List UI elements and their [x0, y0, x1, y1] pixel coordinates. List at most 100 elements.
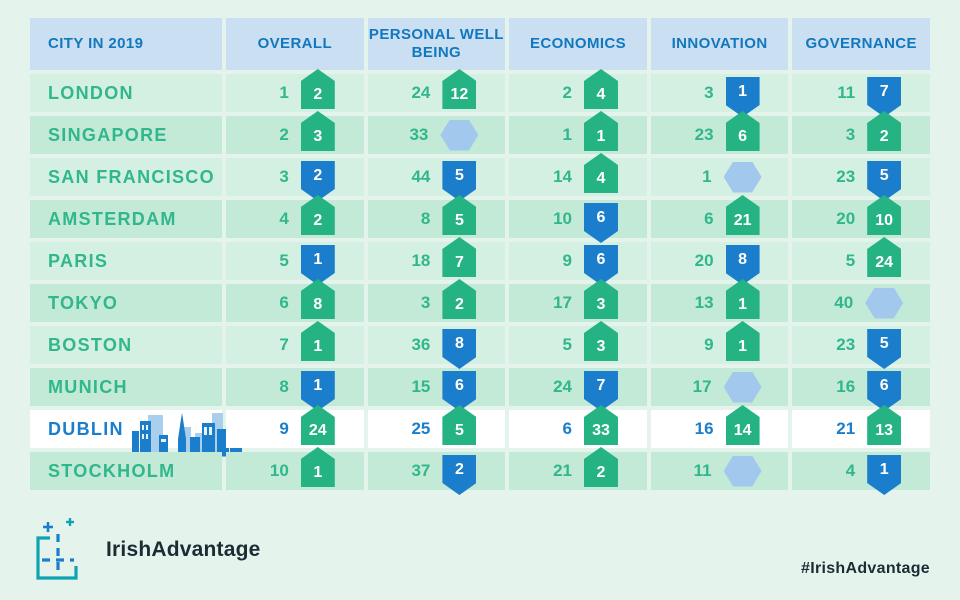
rank-value: 23 — [694, 125, 714, 144]
change-value: 10 — [875, 211, 894, 229]
metric-cell-overall: 8 1 — [226, 368, 364, 411]
change-value: 6 — [596, 208, 606, 226]
city-name: SAN FRANCISCO — [48, 166, 215, 187]
metric-cell-governance: 20 10 — [792, 195, 930, 238]
city-cell: MUNICH — [30, 368, 222, 406]
change-value: 2 — [879, 127, 889, 145]
column-header-personal-well-being: PERSONAL WELL BEING — [367, 18, 506, 70]
change-value: 5 — [879, 334, 889, 352]
city-cell: SINGAPORE — [30, 116, 222, 154]
change-value: 6 — [738, 127, 748, 145]
rank-value: 6 — [562, 419, 572, 438]
rank-value: 3 — [420, 293, 431, 312]
rank-value: 21 — [836, 419, 856, 438]
metric-cell-overall: 7 1 — [226, 321, 364, 364]
rank-value: 2 — [562, 83, 572, 102]
rank-value: 1 — [562, 125, 572, 144]
metric-cell-personal-well-being: 44 5 — [367, 158, 506, 201]
change-badge: 1 — [725, 279, 760, 319]
change-badge: 8 — [300, 279, 335, 319]
change-badge: 8 — [442, 329, 477, 369]
metric-cell-innovation: 17 — [650, 368, 789, 406]
change-badge: 2 — [442, 455, 477, 495]
rank-value: 11 — [837, 83, 856, 102]
metric-cell-economics: 5 3 — [509, 321, 647, 364]
change-value: 33 — [592, 421, 610, 439]
rank-value: 36 — [411, 335, 431, 354]
metric-cell-innovation: 6 21 — [650, 195, 789, 238]
table-row: SINGAPORE 2 3 33 1 1 23 6 3 2 — [30, 111, 930, 154]
change-value: 8 — [313, 295, 323, 313]
city-name: LONDON — [48, 82, 134, 103]
rank-value: 21 — [553, 461, 572, 480]
city-name: DUBLIN — [48, 418, 124, 439]
city-cell: STOCKHOLM — [30, 452, 222, 490]
change-value: 2 — [313, 166, 323, 184]
metric-cell-economics: 10 6 — [509, 200, 647, 243]
rank-value: 18 — [411, 251, 431, 270]
rank-value: 13 — [694, 293, 714, 312]
metric-cell-economics: 21 2 — [509, 447, 647, 490]
change-badge: 3 — [583, 321, 618, 361]
change-value: 3 — [596, 337, 606, 355]
change-value: 8 — [738, 250, 748, 268]
change-badge: 1 — [300, 447, 335, 487]
metric-cell-overall: 9 24 — [226, 405, 364, 448]
rank-value: 14 — [553, 167, 572, 186]
metric-cell-economics: 2 4 — [509, 69, 647, 112]
city-rankings-table: CITY IN 2019 OVERALL PERSONAL WELL BEING… — [30, 18, 930, 495]
metric-cell-personal-well-being: 25 5 — [367, 405, 506, 448]
change-badge: 14 — [725, 405, 760, 445]
change-badge: 21 — [725, 195, 760, 235]
rank-value: 16 — [836, 377, 856, 396]
city-cell: LONDON — [30, 74, 222, 112]
change-value: 1 — [738, 82, 748, 100]
change-value: 6 — [879, 376, 889, 394]
table-row: MUNICH 8 1 15 6 24 7 17 16 6 — [30, 368, 930, 411]
change-badge: 6 — [583, 203, 618, 243]
change-badge: 6 — [725, 111, 760, 151]
change-value: 1 — [596, 127, 606, 145]
city-name: BOSTON — [48, 334, 133, 355]
metric-cell-overall: 10 1 — [226, 447, 364, 490]
rank-value: 16 — [694, 419, 714, 438]
metric-cell-governance: 40 — [792, 284, 930, 322]
table-header-row: CITY IN 2019 OVERALL PERSONAL WELL BEING… — [30, 18, 930, 70]
metric-cell-economics: 6 33 — [509, 405, 647, 448]
metric-cell-personal-well-being: 24 12 — [367, 69, 506, 112]
change-value: 24 — [308, 421, 327, 439]
rank-value: 1 — [279, 83, 289, 102]
irish-advantage-logo-mark-icon — [36, 518, 78, 580]
change-badge: 5 — [867, 329, 902, 369]
change-badge: 3 — [300, 111, 335, 151]
change-badge: 2 — [867, 111, 902, 151]
city-name: STOCKHOLM — [48, 460, 176, 481]
city-name: TOKYO — [48, 292, 119, 313]
city-name: MUNICH — [48, 376, 128, 397]
metric-cell-personal-well-being: 33 — [367, 116, 506, 154]
change-value: 1 — [313, 376, 323, 394]
change-badge — [865, 287, 904, 319]
metric-cell-economics: 14 4 — [509, 153, 647, 196]
change-value: 4 — [596, 169, 606, 187]
change-badge: 13 — [867, 405, 902, 445]
change-value: 4 — [596, 85, 606, 103]
rank-value: 5 — [562, 335, 572, 354]
change-badge: 4 — [583, 153, 618, 193]
change-value: 2 — [454, 460, 464, 478]
table-body: LONDON 1 2 24 12 2 4 3 1 11 7 SINGAPORE — [30, 69, 930, 495]
change-badge — [440, 119, 479, 151]
change-badge — [723, 371, 762, 403]
rank-value: 24 — [411, 83, 431, 102]
city-name: SINGAPORE — [48, 124, 168, 145]
column-header-innovation: INNOVATION — [650, 18, 789, 70]
change-value: 13 — [875, 421, 894, 439]
rank-value: 23 — [836, 335, 856, 354]
change-badge: 1 — [725, 321, 760, 361]
metric-cell-personal-well-being: 3 2 — [367, 279, 506, 322]
metric-cell-innovation: 1 — [650, 158, 789, 196]
metric-cell-overall: 3 2 — [226, 158, 364, 201]
change-value: 8 — [454, 334, 464, 352]
change-badge: 1 — [583, 111, 618, 151]
change-value: 2 — [313, 211, 323, 229]
